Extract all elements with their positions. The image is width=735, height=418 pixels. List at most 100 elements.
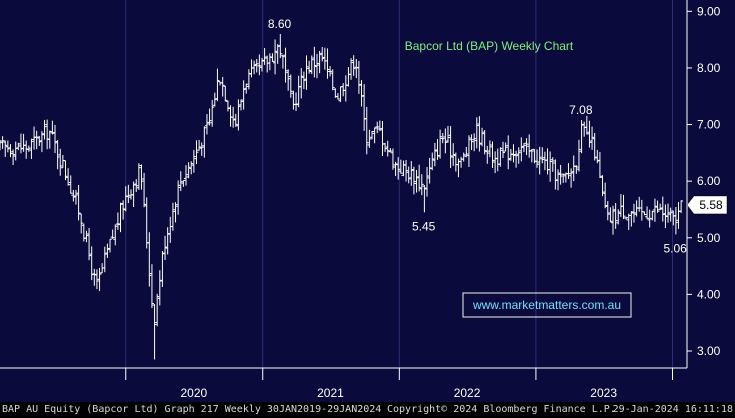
price-bar — [519, 137, 524, 162]
price-bar — [123, 186, 128, 212]
price-bar — [351, 55, 356, 76]
price-bar — [294, 92, 299, 112]
price-bar — [176, 180, 181, 215]
price-bar — [411, 166, 416, 195]
price-bar — [432, 142, 437, 167]
price-bar — [94, 269, 99, 290]
annotation-label: 5.45 — [412, 219, 436, 233]
price-bar — [286, 69, 291, 91]
y-tick-label: 9.00 — [697, 4, 721, 18]
price-bar — [506, 135, 511, 170]
price-bar — [280, 54, 285, 69]
price-bar — [325, 48, 330, 79]
price-bar — [372, 127, 377, 144]
price-bar — [527, 134, 532, 158]
price-bar — [160, 250, 165, 288]
price-bar — [508, 148, 513, 161]
price-bar — [500, 141, 505, 159]
price-bar — [668, 207, 673, 222]
price-bar — [11, 149, 16, 166]
price-bar — [220, 76, 225, 97]
chart-title: Bapcor Ltd (BAP) Weekly Chart — [405, 39, 574, 53]
price-bar — [110, 229, 115, 239]
price-bar — [516, 147, 521, 164]
price-bar — [427, 157, 432, 184]
y-tick-label: 6.00 — [697, 174, 721, 188]
price-bar — [338, 86, 343, 103]
price-bar — [131, 181, 136, 208]
price-bar — [590, 126, 595, 150]
price-bar — [582, 121, 587, 137]
price-bar — [157, 270, 162, 306]
price-bar — [121, 200, 126, 220]
price-bar — [113, 224, 118, 246]
price-bar — [278, 33, 283, 59]
price-bar — [296, 75, 301, 108]
price-bar — [645, 206, 650, 220]
price-bar — [605, 201, 610, 221]
price-bar — [611, 205, 616, 235]
price-bar — [273, 39, 278, 75]
price-bar — [511, 144, 516, 163]
price-bar — [149, 264, 154, 309]
price-bar — [194, 140, 199, 165]
price-bar — [262, 47, 267, 65]
footer-right: 29-Jan-2024 16:11:18 — [612, 404, 733, 415]
price-bar — [32, 126, 37, 150]
price-bar — [134, 179, 139, 192]
price-bar — [608, 207, 613, 223]
price-bar — [422, 184, 427, 213]
price-bar — [189, 161, 194, 175]
price-bar — [215, 68, 220, 102]
price-bar — [349, 58, 354, 80]
price-bar — [629, 211, 634, 227]
price-bar — [328, 66, 333, 77]
price-bar — [24, 140, 29, 159]
price-bar — [637, 196, 642, 212]
price-bar — [241, 80, 246, 110]
price-bar — [139, 164, 144, 190]
price-bar — [304, 55, 309, 90]
price-bar — [275, 44, 280, 64]
price-bar — [466, 135, 471, 167]
y-tick-label: 7.00 — [697, 118, 721, 132]
price-bar — [613, 202, 618, 229]
price-bar — [178, 171, 183, 192]
price-bar — [639, 199, 644, 221]
price-bar — [464, 146, 469, 158]
price-bar — [231, 106, 236, 128]
price-bar — [89, 246, 94, 281]
price-bar — [535, 149, 540, 168]
last-price-badge: 5.58 — [686, 195, 728, 215]
price-bar — [252, 60, 257, 75]
price-bar — [485, 145, 490, 164]
price-bar — [514, 150, 519, 168]
price-bar — [68, 175, 73, 194]
price-bar — [207, 108, 212, 126]
price-bar — [490, 141, 495, 168]
price-bar — [600, 175, 605, 197]
price-bar — [317, 50, 322, 74]
price-bar — [165, 227, 170, 255]
price-bar — [650, 210, 655, 221]
price-bar — [419, 174, 424, 196]
price-bar — [63, 160, 68, 181]
price-bar — [503, 142, 508, 152]
price-bar — [451, 143, 456, 166]
price-bar — [228, 105, 233, 127]
price-bar — [79, 213, 84, 234]
price-bar — [482, 130, 487, 155]
price-bar — [92, 268, 97, 286]
price-bar — [409, 161, 414, 186]
price-bar — [204, 114, 209, 135]
x-tick-label: 2020 — [181, 386, 208, 400]
price-bar — [401, 160, 406, 177]
price-bar — [385, 140, 390, 157]
price-bar — [396, 157, 401, 180]
price-bar — [42, 119, 47, 140]
price-bar — [346, 67, 351, 87]
price-bars — [0, 33, 684, 360]
price-bar — [493, 151, 498, 174]
annotation-label: 8.60 — [268, 17, 292, 31]
